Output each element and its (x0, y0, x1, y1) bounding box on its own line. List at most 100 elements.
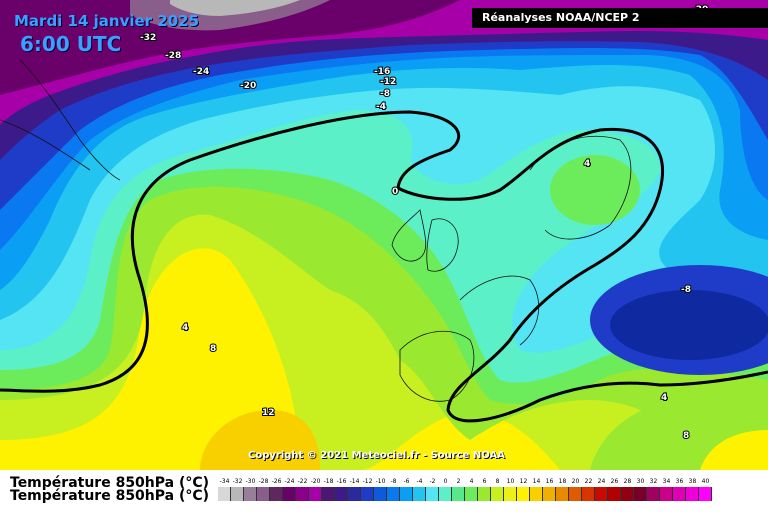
legend-tick: 12 (519, 478, 528, 485)
label-m16: -16 (374, 67, 390, 77)
legend-tick: 0 (443, 478, 448, 485)
legend-tick: 6 (482, 478, 487, 485)
label-4-north: 4 (584, 159, 590, 169)
legend-swatch (244, 487, 257, 501)
legend-swatch (374, 487, 387, 501)
legend-title-line-shadow: Température 850hPa (°C) (10, 488, 210, 504)
legend-tick: -28 (258, 478, 269, 485)
contour-0-east (397, 127, 768, 423)
legend-swatch (439, 487, 452, 501)
legend-tick: 14 (532, 478, 541, 485)
southeast-yellow (700, 430, 768, 470)
label-m24: -24 (193, 67, 209, 77)
legend-swatch (556, 487, 569, 501)
legend-swatch (569, 487, 582, 501)
source-banner: Réanalyses NOAA/NCEP 2 (472, 8, 768, 28)
temp-band-darkmagenta (0, 0, 460, 95)
legend-tick: 26 (610, 478, 619, 485)
legend-tick: 18 (558, 478, 567, 485)
label-m4: -4 (376, 102, 386, 112)
legend-tick: 24 (597, 478, 606, 485)
map-date: Mardi 14 janvier 2025 (14, 12, 200, 30)
temperature-map: -32 -28 -24 -20 -16 -12 -8 -4 0 4 4 8 12… (0, 0, 768, 470)
legend-swatch (335, 487, 348, 501)
legend-swatch (595, 487, 608, 501)
legend-tick: -20 (310, 478, 321, 485)
legend-swatch (517, 487, 530, 501)
legend-tick: 28 (623, 478, 632, 485)
legend-tick: 34 (662, 478, 671, 485)
legend-swatch (478, 487, 491, 501)
label-8-west: 8 (210, 344, 216, 354)
legend-tick: -14 (349, 478, 360, 485)
legend-title: Température 850hPa (°C) Température 850h… (10, 475, 210, 504)
legend-swatch (309, 487, 322, 501)
legend-swatch (283, 487, 296, 501)
legend-swatch (608, 487, 621, 501)
label-m8-east: -8 (681, 285, 691, 295)
legend-tick: 32 (649, 478, 658, 485)
label-12: 12 (262, 408, 275, 418)
copyright-text: Copyright © 2021 Meteociel.fr - Source N… (248, 450, 505, 461)
label-4-west: 4 (182, 323, 188, 333)
legend-tick: 16 (545, 478, 554, 485)
legend-tick: -6 (403, 478, 410, 485)
legend-swatches (218, 487, 712, 501)
legend-tick: -30 (245, 478, 256, 485)
legend-swatch (530, 487, 543, 501)
legend-swatch (270, 487, 283, 501)
map-time: 6:00 UTC (20, 32, 122, 56)
label-8-southeast: 8 (683, 431, 689, 441)
legend-tick: 4 (469, 478, 474, 485)
label-m28: -28 (165, 51, 181, 61)
legend-swatch (387, 487, 400, 501)
legend-swatch (218, 487, 231, 501)
label-m20: -20 (240, 81, 256, 91)
legend-swatch (686, 487, 699, 501)
label-m12: -12 (380, 77, 396, 87)
legend-title-line: Température 850hPa (°C) (10, 475, 210, 491)
legend-swatch (257, 487, 270, 501)
legend-swatch (634, 487, 647, 501)
legend-tick: 36 (675, 478, 684, 485)
label-m8: -8 (380, 89, 390, 99)
legend-swatch (413, 487, 426, 501)
legend-tick: -10 (375, 478, 386, 485)
legend-swatch (465, 487, 478, 501)
legend-tick: 8 (495, 478, 500, 485)
legend-tick: 10 (506, 478, 515, 485)
legend-swatch (322, 487, 335, 501)
legend-ticks: -34 -32 -30 -28 -26 -24 -22 -20 -18 -16 -14 -12 -10-… (218, 478, 712, 485)
legend-tick: 38 (688, 478, 697, 485)
legend-tick: -18 (323, 478, 334, 485)
label-4-southeast: 4 (661, 393, 667, 403)
legend-swatch (361, 487, 374, 501)
legend-tick: -4 (416, 478, 423, 485)
color-scale-legend: -34 -32 -30 -28 -26 -24 -22 -20 -18 -16 -14 -12 -10-… (218, 478, 712, 501)
legend-swatch (647, 487, 660, 501)
legend-swatch (543, 487, 556, 501)
legend-swatch (348, 487, 361, 501)
label-m32: -32 (140, 33, 156, 43)
legend-swatch (491, 487, 504, 501)
legend-swatch (231, 487, 244, 501)
legend-swatch (621, 487, 634, 501)
southwest-ochre (200, 410, 320, 470)
contour-0 (0, 110, 461, 393)
cold-pool-east-core (610, 290, 768, 360)
legend-swatch (452, 487, 465, 501)
legend-swatch (660, 487, 673, 501)
legend-tick: 30 (636, 478, 645, 485)
legend-swatch (400, 487, 413, 501)
legend-tick: -8 (390, 478, 397, 485)
label-0: 0 (392, 187, 398, 197)
legend-swatch (673, 487, 686, 501)
legend-tick: -26 (271, 478, 282, 485)
legend-swatch (699, 487, 712, 501)
legend-tick: -12 (362, 478, 373, 485)
legend-tick: 2 (456, 478, 461, 485)
legend-tick: -22 (297, 478, 308, 485)
legend-tick: -16 (336, 478, 347, 485)
scandinavia-warm (550, 155, 640, 225)
